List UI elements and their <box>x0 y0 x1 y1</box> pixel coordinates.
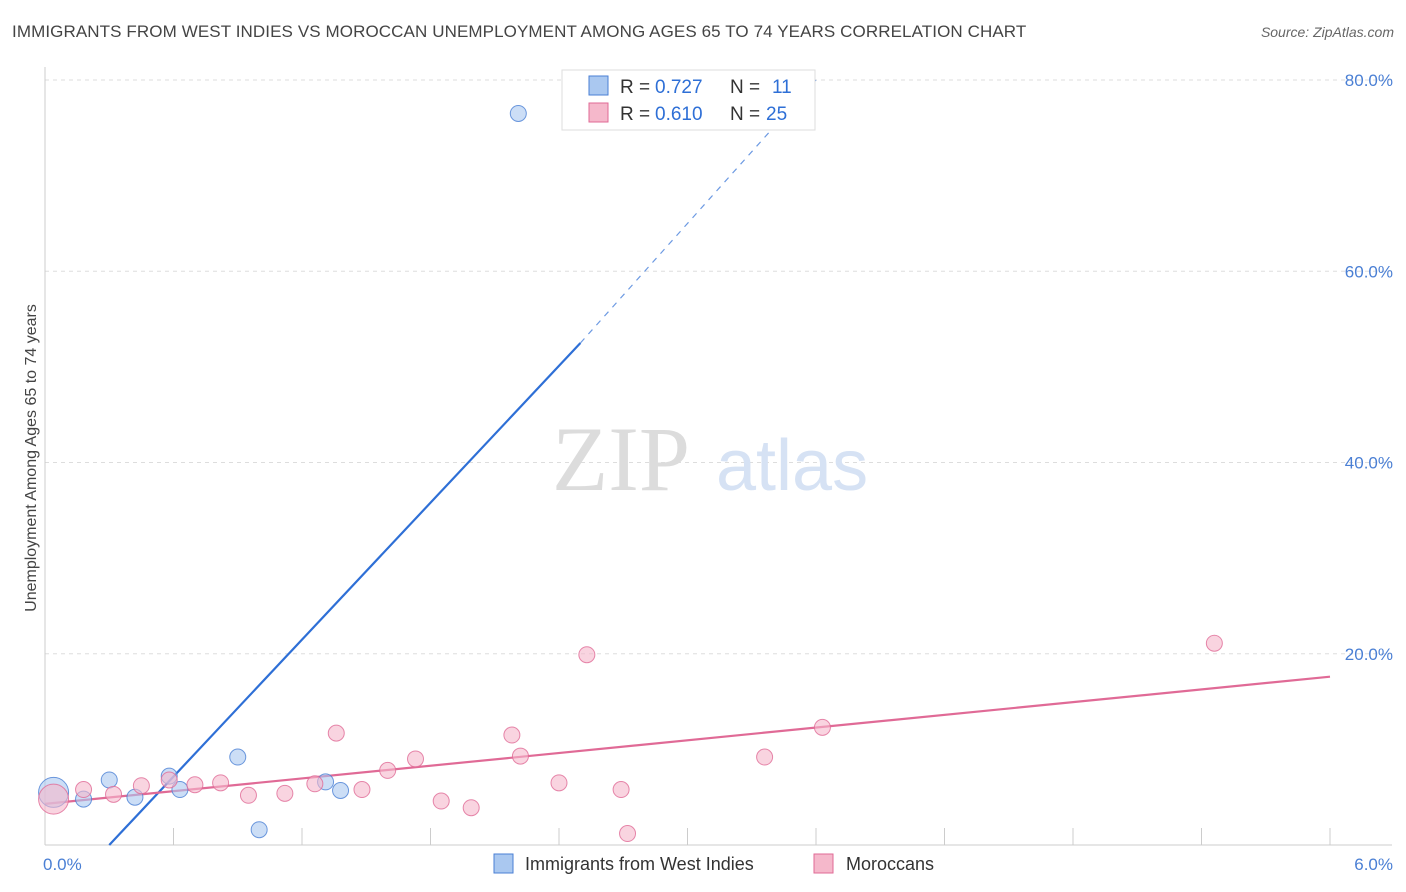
point-pink-19 <box>550 774 568 792</box>
trend-lines <box>44 79 1331 846</box>
legend-n-value-1: 11 <box>772 77 792 98</box>
trend-line-2 <box>44 675 1331 805</box>
point-pink-11 <box>327 724 345 742</box>
y-axis-label: Unemployment Among Ages 65 to 74 years <box>23 304 40 612</box>
point-pink-15 <box>432 792 450 810</box>
point-pink-1 <box>38 783 70 815</box>
y-tick-label-1: 40.0% <box>1345 454 1393 473</box>
point-pink-6 <box>186 776 204 794</box>
x-tick-label-0: 0.0% <box>43 855 82 874</box>
legend-r-label-2: R = <box>620 104 650 125</box>
x-tick-label-1: 6.0% <box>1354 855 1393 874</box>
legend-r-value-2: 0.610 <box>655 104 703 125</box>
point-pink-12 <box>353 781 371 799</box>
point-pink-17 <box>503 726 521 744</box>
data-points <box>38 104 1223 843</box>
point-pink-14 <box>407 750 425 768</box>
legend-n-label-1: N = <box>730 77 760 98</box>
point-blue-10 <box>332 781 350 799</box>
point-pink-4 <box>132 777 150 795</box>
watermark-zip: ZIP <box>552 408 690 510</box>
series-legend: Immigrants from West Indies Moroccans <box>493 853 934 874</box>
point-pink-18 <box>511 747 529 765</box>
legend-swatch-blue <box>588 75 609 96</box>
y-tick-label-2: 60.0% <box>1345 262 1393 281</box>
point-pink-5 <box>160 771 178 789</box>
y-tick-label-0: 20.0% <box>1345 645 1393 664</box>
point-pink-23 <box>756 748 774 766</box>
axes <box>44 67 1392 846</box>
y-tick-label-3: 80.0% <box>1345 71 1393 90</box>
point-pink-3 <box>105 785 123 803</box>
series-legend-label-moroccans: Moroccans <box>846 854 934 874</box>
point-pink-7 <box>212 774 230 792</box>
legend-r-label-1: R = <box>620 77 650 98</box>
point-pink-8 <box>239 786 257 804</box>
point-blue-8 <box>250 821 268 839</box>
point-pink-16 <box>462 799 480 817</box>
y-tick-labels: 20.0% 40.0% 60.0% 80.0% <box>1345 71 1393 664</box>
point-pink-20 <box>578 646 596 664</box>
watermark-atlas: atlas <box>716 426 868 506</box>
series-legend-swatch-blue <box>493 853 514 874</box>
grid <box>45 79 1392 655</box>
point-pink-9 <box>276 784 294 802</box>
source-label: Source: ZipAtlas.com <box>1260 24 1394 40</box>
correlation-legend: R = 0.727 N = 11 R = 0.610 N = 25 <box>561 69 816 131</box>
point-pink-25 <box>1205 634 1223 652</box>
point-pink-22 <box>619 825 637 843</box>
legend-n-label-2: N = <box>730 104 760 125</box>
watermark: ZIP atlas <box>552 408 868 510</box>
legend-r-value-1: 0.727 <box>655 77 703 98</box>
point-blue-11 <box>509 104 527 122</box>
point-blue-7 <box>229 748 247 766</box>
point-pink-21 <box>612 781 630 799</box>
series-legend-label-west-indies: Immigrants from West Indies <box>525 854 754 874</box>
point-pink-24 <box>813 718 831 736</box>
x-tick-labels: 0.0% 6.0% <box>43 855 1393 874</box>
series-legend-swatch-pink <box>813 853 834 874</box>
legend-n-value-2: 25 <box>766 104 787 125</box>
point-blue-3 <box>100 771 118 789</box>
point-pink-10 <box>306 775 324 793</box>
trend-line-1 <box>108 342 582 846</box>
point-pink-2 <box>75 781 93 799</box>
point-pink-13 <box>379 761 397 779</box>
chart-title: IMMIGRANTS FROM WEST INDIES VS MOROCCAN … <box>12 22 1027 41</box>
legend-swatch-pink <box>588 102 609 123</box>
